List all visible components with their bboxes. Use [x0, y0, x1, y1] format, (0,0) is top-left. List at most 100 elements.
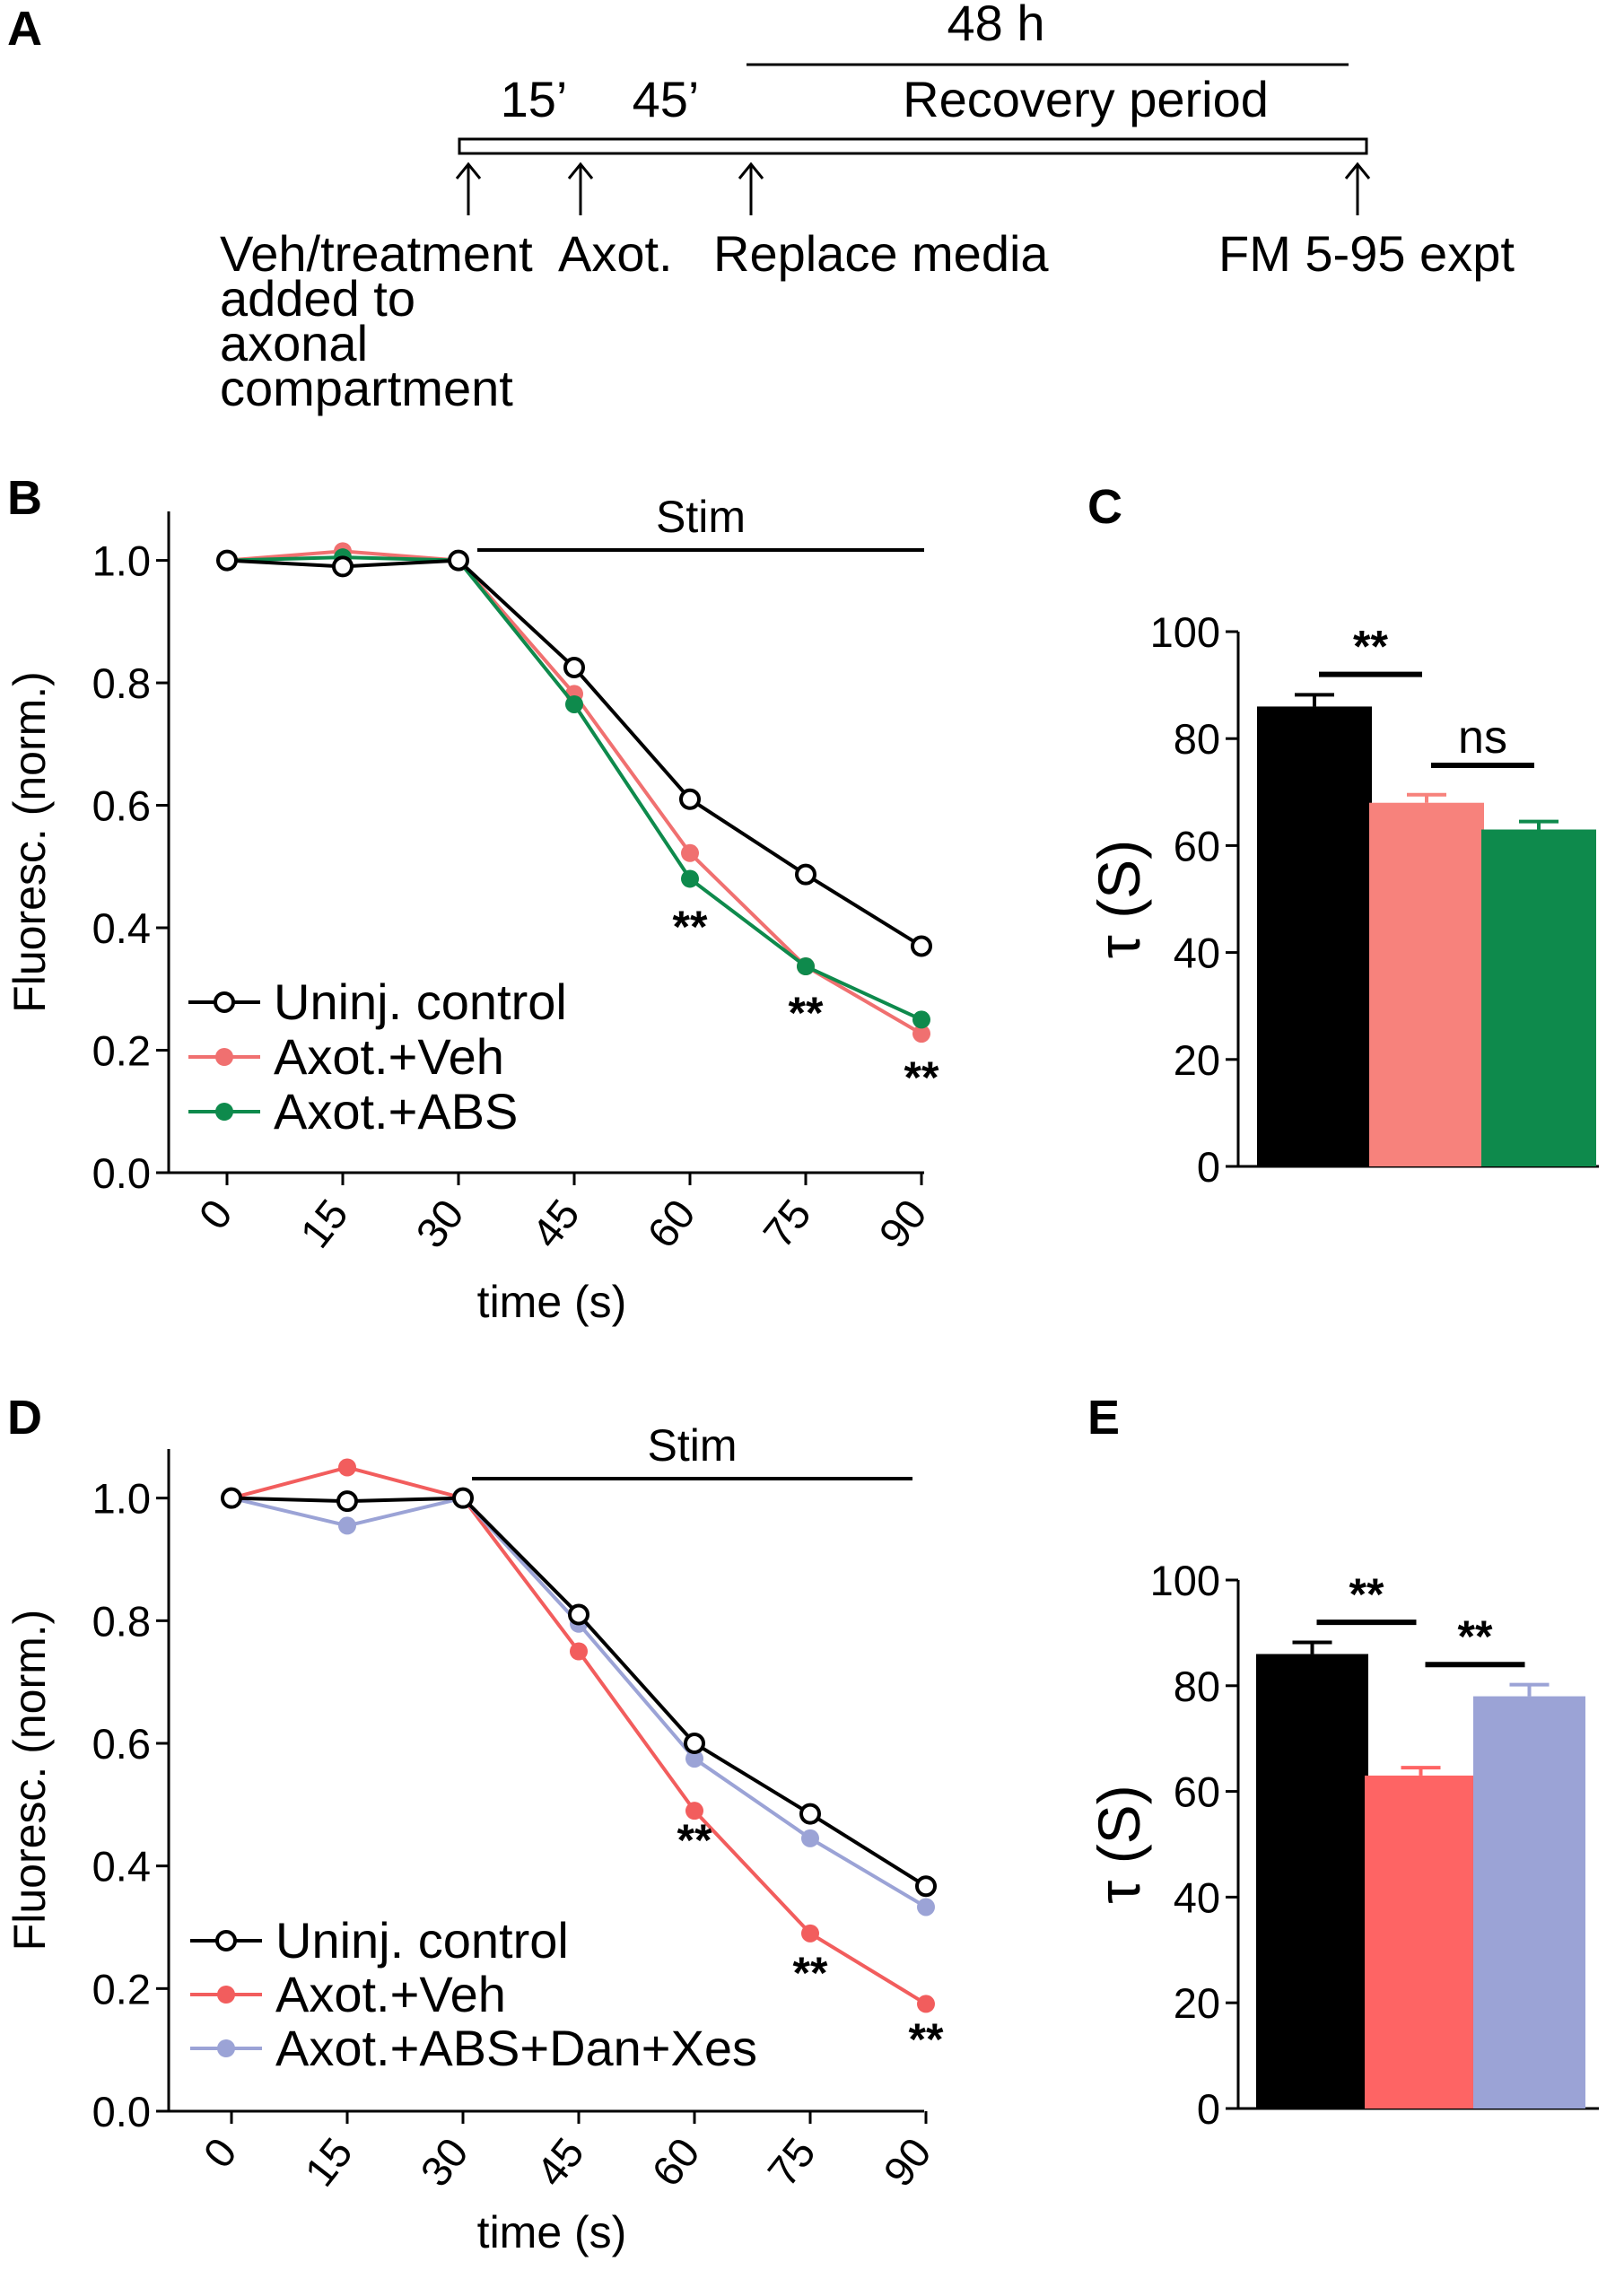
legend-label: Uninj. control	[275, 1912, 569, 1969]
y-tick-label: 60	[1174, 1768, 1220, 1816]
series-line-3	[226, 555, 922, 1022]
x-tick-label: 60	[642, 2129, 709, 2196]
y-tick-label: 100	[1150, 608, 1220, 656]
x-tick-label: 0	[194, 2129, 246, 2177]
legend-label: Axot.+Veh	[274, 1028, 504, 1085]
x-tick-label: 45	[522, 1191, 589, 1257]
recovery-label: Recovery period	[903, 71, 1269, 127]
y-tick-label: 0	[1197, 1143, 1220, 1191]
series-line-1	[231, 1496, 928, 1888]
y-tick-label: 1.0	[92, 537, 151, 585]
significance-label: **	[789, 988, 824, 1038]
data-point	[565, 694, 583, 713]
significance-label: **	[673, 902, 708, 952]
x-tick-label: 0	[189, 1191, 241, 1238]
stim-label: Stim	[656, 492, 746, 542]
data-point	[799, 1803, 821, 1825]
y-axis-title: τ (S)	[1086, 1785, 1152, 1903]
data-point	[452, 1487, 474, 1509]
y-axis-title: τ (S)	[1086, 840, 1152, 958]
y-tick-label: 0.4	[92, 1843, 151, 1890]
arrow-head	[738, 162, 764, 179]
arrow-head	[1344, 162, 1371, 179]
data-point	[915, 1875, 937, 1898]
panel-letter-d: D	[7, 1391, 42, 1445]
legend-label: Uninj. control	[274, 973, 567, 1030]
x-axis-title: time (s)	[477, 1277, 627, 1327]
y-tick-label: 0.2	[92, 1965, 151, 2012]
bar-1	[1256, 1654, 1368, 2108]
y-tick-label: 0	[1197, 2085, 1220, 2133]
significance-label: **	[904, 1052, 939, 1103]
event-arrow-4	[1344, 162, 1371, 215]
panel-letter-b: B	[7, 471, 42, 525]
legend-marker	[214, 991, 235, 1013]
data-point	[912, 1025, 930, 1043]
data-point	[801, 1829, 819, 1847]
data-point	[563, 657, 585, 679]
y-axis-title: Fluoresc. (norm.)	[4, 671, 55, 1013]
panel-c-chart: 0 20 40 60 80 100 τ (S) ** ns	[1086, 608, 1599, 1191]
x-tick-label: 30	[411, 2129, 477, 2196]
data-point	[570, 1642, 588, 1661]
series-line-3	[231, 1496, 928, 1909]
y-tick-label: 40	[1174, 930, 1220, 977]
data-point	[448, 549, 469, 572]
event-arrow-1	[455, 162, 482, 215]
data-point	[917, 1898, 935, 1916]
y-tick-label: 80	[1174, 715, 1220, 763]
y-tick-label: 1.0	[92, 1475, 151, 1523]
event-arrow-3	[738, 162, 764, 215]
y-tick-label: 0.2	[92, 1027, 151, 1075]
legend-marker	[215, 1930, 237, 1951]
significance-label: **	[793, 1948, 828, 1998]
data-point	[685, 1750, 703, 1768]
event-label-3: Replace media	[713, 225, 1049, 282]
data-point	[336, 1490, 358, 1513]
y-tick-label: 0.0	[92, 1149, 151, 1197]
event-label-1: axonal	[220, 315, 368, 371]
y-tick-label: 60	[1174, 822, 1220, 869]
x-tick-label: 90	[869, 1191, 936, 1257]
series-line-2	[226, 549, 923, 1035]
significance-label: **	[909, 2014, 944, 2065]
data-point	[338, 1458, 356, 1477]
x-tick-label: 15	[291, 1191, 357, 1257]
x-axis-title: time (s)	[477, 2207, 627, 2257]
arrow-head	[455, 162, 482, 179]
bar-1	[1257, 706, 1372, 1166]
event-label-1: compartment	[220, 360, 513, 416]
series-line-1	[226, 558, 923, 948]
y-tick-label: 0.8	[92, 659, 151, 707]
data-point	[216, 549, 238, 572]
legend-marker	[215, 1103, 233, 1121]
comparison-label: **	[1458, 1611, 1493, 1662]
y-tick-label: 100	[1150, 1557, 1220, 1604]
data-point	[679, 788, 701, 810]
arrow-head	[567, 162, 594, 179]
legend-marker	[215, 1048, 233, 1066]
y-tick-label: 0.6	[92, 1720, 151, 1768]
y-axis-title: Fluoresc. (norm.)	[4, 1610, 55, 1951]
data-point	[681, 843, 699, 862]
data-point	[332, 555, 354, 578]
data-point	[797, 957, 815, 976]
event-arrow-2	[567, 162, 594, 215]
significance-label: **	[677, 1815, 712, 1865]
x-tick-label: 45	[527, 2129, 593, 2196]
data-point	[912, 1010, 930, 1029]
panel-letter-a: A	[7, 2, 42, 56]
comparison-label: **	[1349, 1569, 1384, 1620]
y-tick-label: 0.4	[92, 904, 151, 952]
y-tick-label: 20	[1174, 1036, 1220, 1084]
legend-marker	[217, 1986, 235, 2004]
y-tick-label: 80	[1174, 1663, 1220, 1710]
interval-2-label: 45’	[633, 71, 700, 127]
x-tick-label: 90	[874, 2129, 940, 2196]
event-label-1: added to	[220, 270, 415, 327]
panel-d-chart: 0.0 0.2 0.4 0.6 0.8 1.0 0 15 30 45 60 75 90 time (s) F…	[4, 1420, 944, 2257]
event-label-1: Veh/treatment	[220, 225, 533, 282]
y-tick-label: 40	[1174, 1873, 1220, 1921]
bar-2	[1369, 802, 1484, 1166]
